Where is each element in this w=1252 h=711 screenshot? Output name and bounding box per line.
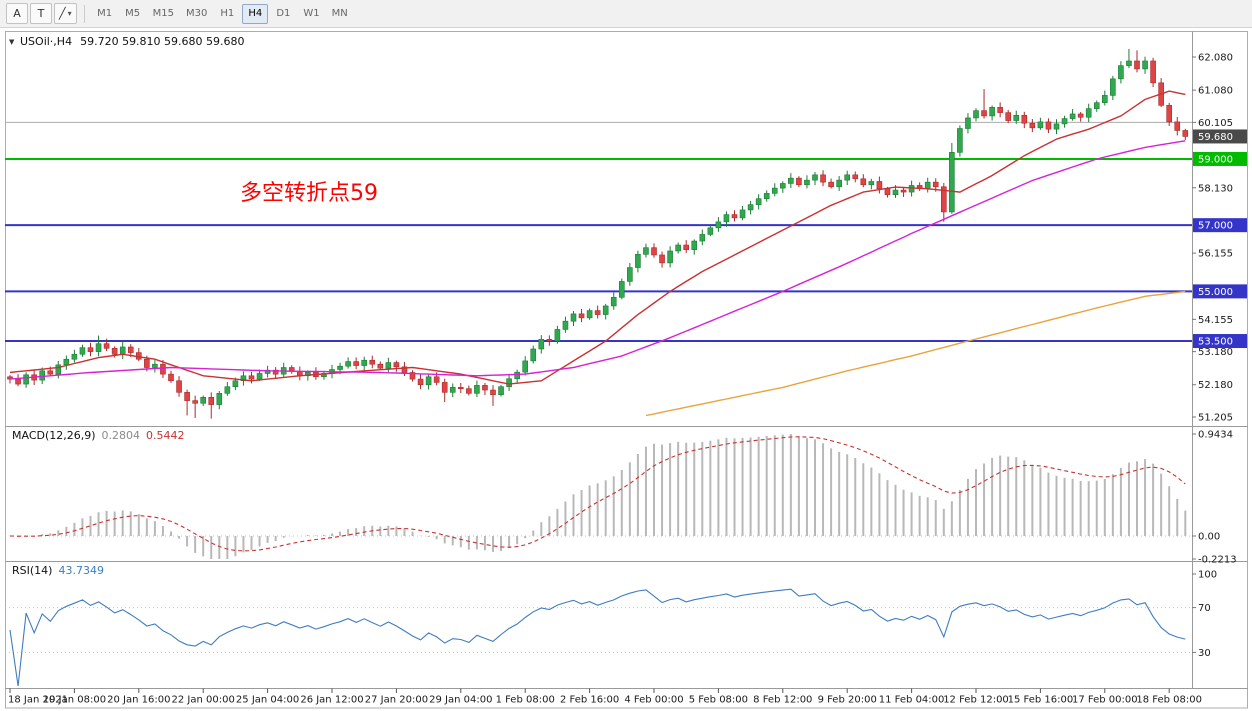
ma-mid-line xyxy=(9,140,1186,380)
time-tick-label: 26 Jan 12:00 xyxy=(300,695,363,706)
macd-signal-line xyxy=(9,436,1186,552)
chart-header: USOil·,H4 59.720 59.810 59.680 59.680 xyxy=(20,35,245,48)
annotation-text[interactable]: 多空转折点59 xyxy=(240,181,378,206)
rsi-value: 43.7349 xyxy=(58,564,104,577)
chart-header-ohlc: 59.720 59.810 59.680 59.680 xyxy=(80,35,244,48)
time-tick-label: 18 Feb 08:00 xyxy=(1136,695,1202,706)
time-tick-label: 18 Jan 2021 xyxy=(8,695,68,706)
time-tick-label: 17 Feb 00:00 xyxy=(1072,695,1138,706)
svg-text:30: 30 xyxy=(1198,648,1211,659)
time-tick-label: 12 Feb 12:00 xyxy=(943,695,1009,706)
drawing-tools-group: A T ╱ ▾ xyxy=(6,3,77,24)
ma-slow xyxy=(645,290,1186,417)
time-tick-label: 25 Jan 04:00 xyxy=(236,695,299,706)
timeframe-button-d1[interactable]: D1 xyxy=(276,8,291,19)
toolbar: A T ╱ ▾ M1 M5 M15 M30 H1 H4 D1 W1 MN xyxy=(0,0,1252,28)
macd-main-value: 0.2804 xyxy=(102,429,141,442)
svg-text:57.000: 57.000 xyxy=(1198,221,1233,232)
price-axis[interactable]: 62.080 61.080 60.105 58.130 56.155 54.155 53.1… xyxy=(1192,53,1247,424)
time-tick-label: 29 Jan 04:00 xyxy=(429,695,492,706)
candlestick-series xyxy=(7,48,1189,419)
time-tick-label: 11 Feb 04:00 xyxy=(879,695,945,706)
timeframe-button-h1[interactable]: H1 xyxy=(220,8,235,19)
price-tick-label: 52.180 xyxy=(1198,380,1233,391)
macd-histogram xyxy=(17,434,1187,559)
timeframe-button-w1[interactable]: W1 xyxy=(303,8,320,19)
tool-button-line[interactable]: ╱ ▾ xyxy=(54,3,77,24)
current-price-badge xyxy=(1193,129,1247,144)
timeframe-button-m15[interactable]: M15 xyxy=(152,8,174,19)
svg-text:100: 100 xyxy=(1198,570,1217,581)
time-tick-label: 20 Jan 16:00 xyxy=(107,695,170,706)
price-tick-label: 62.080 xyxy=(1198,53,1233,64)
macd-signal-value: 0.5442 xyxy=(146,429,185,442)
support-resistance-lines[interactable] xyxy=(5,121,1192,343)
time-tick-label: 22 Jan 00:00 xyxy=(172,695,235,706)
time-tick-label: 1 Feb 08:00 xyxy=(496,695,555,706)
ma-slow-line xyxy=(645,290,1186,417)
ma-fast-line xyxy=(9,90,1186,385)
price-tick-label: 61.080 xyxy=(1198,86,1233,97)
timeframe-group: M1 M5 M15 M30 H1 H4 D1 W1 MN xyxy=(92,3,353,24)
time-tick-label: 15 Feb 16:00 xyxy=(1008,695,1074,706)
timeframe-button-m5[interactable]: M5 xyxy=(125,8,141,19)
rsi-panel xyxy=(5,588,1192,687)
chart-frame xyxy=(5,31,1248,709)
svg-text:0.00: 0.00 xyxy=(1198,532,1220,543)
svg-text:0.9434: 0.9434 xyxy=(1198,430,1233,441)
svg-text:70: 70 xyxy=(1198,603,1211,614)
price-tick-label: 60.105 xyxy=(1198,118,1233,129)
timeframe-button-mn[interactable]: MN xyxy=(331,8,348,19)
time-tick-label: 27 Jan 20:00 xyxy=(365,695,428,706)
timeframe-button-m1[interactable]: M1 xyxy=(97,8,113,19)
price-tick-label: 58.130 xyxy=(1198,183,1233,194)
price-badge-53.500 xyxy=(1193,334,1247,349)
tool-button-a[interactable]: A xyxy=(6,3,28,24)
macd-label: MACD(12,26,9) 0.2804 0.5442 xyxy=(12,429,185,442)
time-tick-label: 9 Feb 20:00 xyxy=(818,695,877,706)
svg-text:55.000: 55.000 xyxy=(1198,287,1233,298)
time-tick-label: 5 Feb 08:00 xyxy=(689,695,748,706)
price-tick-label: 56.155 xyxy=(1198,249,1233,260)
price-tick-label: 54.155 xyxy=(1198,315,1233,326)
rsi-line xyxy=(9,588,1186,687)
time-tick-label: 2 Feb 16:00 xyxy=(560,695,619,706)
tool-button-t[interactable]: T xyxy=(30,3,52,24)
ma-fast xyxy=(9,90,1186,385)
time-tick-label: 4 Feb 00:00 xyxy=(624,695,683,706)
price-tick-label: 53.180 xyxy=(1198,347,1233,358)
chart-header-symbol: USOil·,H4 xyxy=(20,35,72,48)
time-tick-label: 19 Jan 08:00 xyxy=(43,695,106,706)
price-badge-57.000 xyxy=(1193,218,1247,233)
svg-text:59.000: 59.000 xyxy=(1198,154,1233,165)
svg-text:59.680: 59.680 xyxy=(1198,132,1233,143)
svg-text:-0.2213: -0.2213 xyxy=(1198,555,1237,566)
price-badge-55.000 xyxy=(1193,284,1247,299)
toolbar-separator xyxy=(83,4,85,23)
svg-text:53.500: 53.500 xyxy=(1198,337,1233,348)
price-badge-59.000 xyxy=(1193,151,1247,166)
price-tick-label: 51.205 xyxy=(1198,413,1233,424)
symbol-dropdown-icon[interactable]: ▼ xyxy=(9,38,15,46)
indicator-axis: 0.9434 0.00 -0.2213 100 70 30 xyxy=(1192,430,1237,659)
ma-mid xyxy=(9,140,1186,380)
time-tick-label: 8 Feb 12:00 xyxy=(753,695,812,706)
chart-canvas[interactable]: 62.080 61.080 60.105 58.130 56.155 54.155 53.1… xyxy=(0,28,1252,711)
rsi-label: RSI(14) 43.7349 xyxy=(12,564,104,577)
timeframe-button-m30[interactable]: M30 xyxy=(186,8,208,19)
timeframe-button-h4[interactable]: H4 xyxy=(242,3,269,24)
